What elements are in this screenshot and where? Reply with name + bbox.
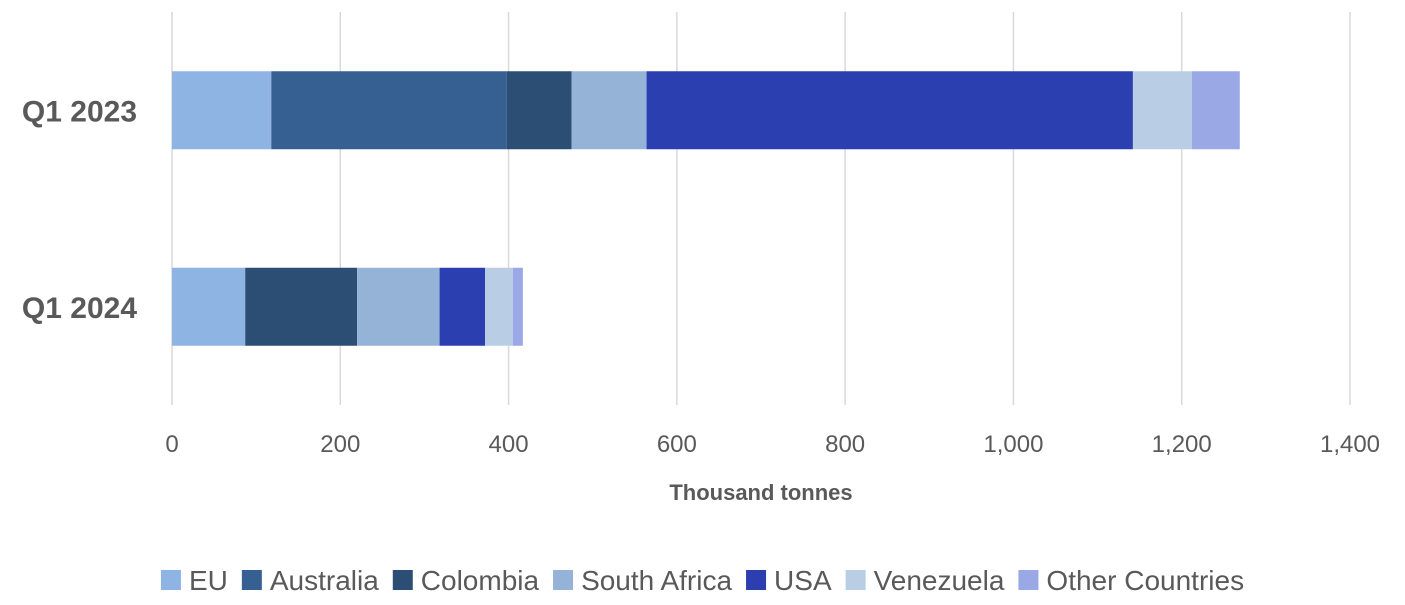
- legend-item: Australia: [241, 565, 379, 596]
- legend-swatch: [1018, 570, 1039, 590]
- bar-segment: [357, 267, 440, 346]
- legend-swatch: [845, 570, 866, 590]
- legend-label: EU: [189, 565, 228, 596]
- legend-label: Australia: [270, 565, 379, 596]
- bar-segment: [506, 71, 572, 150]
- legend-swatch: [241, 570, 262, 590]
- legend-swatch: [392, 570, 413, 590]
- bar-segment: [1132, 71, 1192, 150]
- x-tick-label: 600: [657, 431, 697, 458]
- bar-segment: [172, 71, 272, 150]
- bar-segment: [172, 267, 246, 346]
- bars: [172, 71, 1240, 346]
- legend-item: Colombia: [392, 565, 540, 596]
- legend-item: Venezuela: [845, 565, 1005, 596]
- legend-item: EU: [160, 565, 228, 596]
- x-tick-label: 800: [825, 431, 865, 458]
- legend: EU Australia Colombia South Africa USA Venezu…: [160, 565, 1244, 596]
- legend-label: Venezuela: [874, 565, 1005, 596]
- x-tick-label: 0: [165, 431, 178, 458]
- legend-swatch: [553, 570, 574, 590]
- x-tick-label: 400: [489, 431, 529, 458]
- x-tick-label: 1,400: [1320, 431, 1380, 458]
- legend-label: South Africa: [581, 565, 732, 596]
- bar-segment: [439, 267, 486, 346]
- legend-swatch: [160, 570, 181, 590]
- x-tick-label: 1,000: [983, 431, 1043, 458]
- bar-segment: [271, 71, 507, 150]
- bar-segment: [485, 267, 513, 346]
- x-tick-label: 1,200: [1152, 431, 1212, 458]
- legend-item: South Africa: [553, 565, 732, 596]
- x-tick-labels: 0 200 400 600 800 1,000 1,200 1,400: [165, 431, 1380, 458]
- category-labels: Q1 2023 Q1 2024: [22, 95, 137, 325]
- x-tick-label: 200: [320, 431, 360, 458]
- gridlines: [171, 12, 1351, 405]
- legend-swatch: [746, 570, 767, 590]
- legend-label: Other Countries: [1046, 565, 1244, 596]
- legend-label: Colombia: [421, 565, 540, 596]
- legend-item: Other Countries: [1018, 565, 1244, 596]
- legend-item: USA: [746, 565, 832, 596]
- legend-label: USA: [774, 565, 832, 596]
- bar-segment: [245, 267, 358, 346]
- bar-segment: [646, 71, 1133, 150]
- bar-segment: [512, 267, 523, 346]
- x-axis-title: Thousand tonnes: [669, 480, 852, 505]
- bar-segment: [1191, 71, 1240, 150]
- category-label: Q1 2024: [22, 292, 137, 325]
- bar-segment: [571, 71, 647, 150]
- category-label: Q1 2023: [22, 95, 137, 128]
